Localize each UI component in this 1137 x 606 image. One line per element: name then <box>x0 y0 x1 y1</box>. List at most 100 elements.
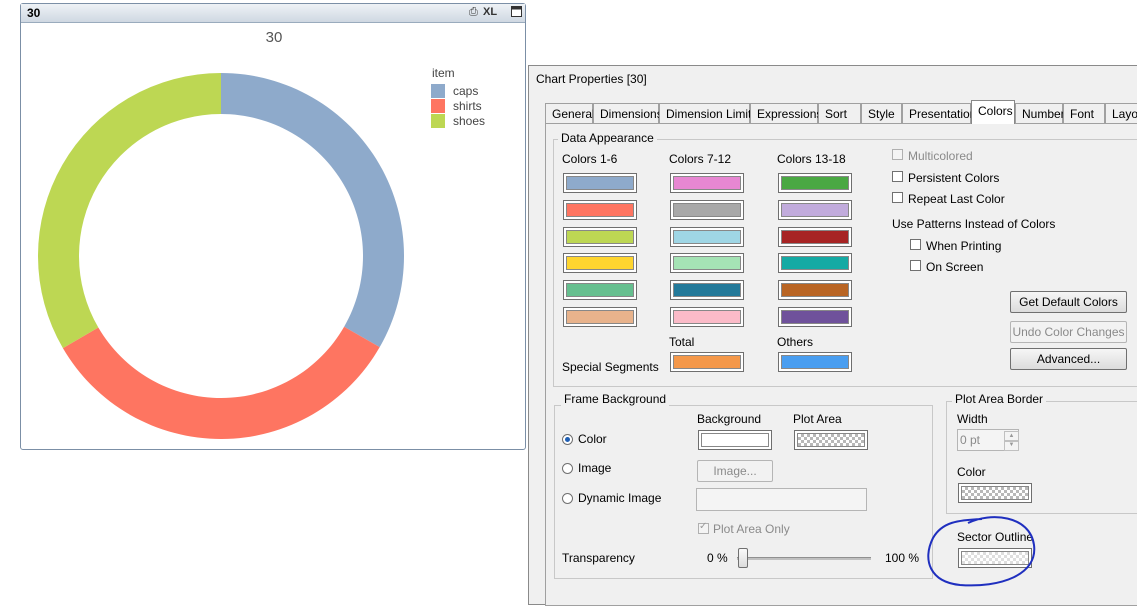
donut-slice-shoes[interactable] <box>38 72 222 349</box>
transparency-label: Transparency <box>562 551 635 565</box>
donut-slice-caps[interactable] <box>221 73 404 348</box>
background-color-swatch[interactable] <box>698 430 772 450</box>
legend-label-shoes[interactable]: shoes <box>453 114 485 128</box>
transparency-slider-thumb[interactable] <box>738 548 748 568</box>
spinner-up-icon[interactable]: ▲ <box>1004 431 1019 442</box>
persistent-colors-checkbox[interactable] <box>892 171 903 182</box>
plot-area-color-swatch[interactable] <box>794 430 868 450</box>
maximize-icon[interactable] <box>511 6 522 20</box>
colors-7-12-swatch[interactable] <box>670 226 744 247</box>
color-radio[interactable] <box>562 434 573 445</box>
colors-7-12-swatch[interactable] <box>670 173 744 193</box>
tab-layout[interactable]: Layout <box>1105 103 1137 123</box>
colors-13-18-swatch[interactable] <box>778 307 852 327</box>
donut-slices <box>38 72 404 439</box>
legend-swatch-shirts <box>431 99 445 113</box>
transparency-slider-track[interactable] <box>737 557 871 560</box>
colors-7-12-label: Colors 7-12 <box>669 152 732 166</box>
image-button[interactable]: Image... <box>697 460 773 482</box>
border-color-label: Color <box>957 465 986 479</box>
data-appearance-label: Data Appearance <box>558 131 657 145</box>
total-label: Total <box>669 335 695 349</box>
chart-window-title: 30 <box>27 6 41 20</box>
color-radio-label: Color <box>578 432 607 446</box>
tab-number[interactable]: Number <box>1015 103 1065 123</box>
width-value: 0 pt <box>960 433 981 447</box>
colors-7-12-swatch[interactable] <box>670 199 744 220</box>
transparency-min-label: 0 % <box>707 551 728 565</box>
plot-area-only-checkbox[interactable] <box>698 521 709 534</box>
tab-colors[interactable]: Colors <box>971 100 1015 124</box>
colors-1-6-swatch[interactable] <box>563 280 637 301</box>
tab-dimension-limits[interactable]: Dimension Limits <box>659 103 757 123</box>
data-appearance-group <box>553 139 1137 387</box>
chart-title: 30 <box>266 29 283 46</box>
background-label: Background <box>697 412 762 426</box>
donut-slice-shirts[interactable] <box>62 326 380 439</box>
get-default-colors-button[interactable]: Get Default Colors <box>1010 291 1127 313</box>
border-color-swatch[interactable] <box>958 483 1032 503</box>
tab-dimensions[interactable]: Dimensions <box>593 103 663 123</box>
image-radio-label: Image <box>578 461 612 475</box>
colors-1-6-swatch[interactable] <box>563 253 637 274</box>
multicolored-checkbox[interactable] <box>892 149 903 160</box>
plot-area-label: Plot Area <box>793 412 842 426</box>
tab-font[interactable]: Font <box>1063 103 1105 123</box>
width-label: Width <box>957 412 988 426</box>
repeat-last-color-checkbox[interactable] <box>892 192 903 203</box>
colors-13-18-swatch[interactable] <box>778 199 852 220</box>
xl-icon[interactable]: XL <box>483 6 498 18</box>
colors-1-6-swatch[interactable] <box>563 307 637 327</box>
colors-1-6-swatch[interactable] <box>563 199 637 220</box>
others-color-swatch[interactable] <box>778 352 852 372</box>
total-color-swatch[interactable] <box>670 352 744 372</box>
colors-7-12-swatch[interactable] <box>670 307 744 327</box>
special-segments-label: Special Segments <box>562 360 659 374</box>
repeat-last-color-label: Repeat Last Color <box>908 192 1005 206</box>
tab-sort[interactable]: Sort <box>818 103 861 123</box>
chart-properties-dialog[interactable]: Chart Properties [30] General Dimensions… <box>528 65 1137 606</box>
colors-1-6-swatch[interactable] <box>563 226 637 247</box>
on-screen-checkbox[interactable] <box>910 260 921 271</box>
plot-area-only-label: Plot Area Only <box>713 522 790 536</box>
colors-13-18-swatch[interactable] <box>778 173 852 193</box>
colors-13-18-swatch[interactable] <box>778 226 852 247</box>
chart-window[interactable]: 30 ⎙ XL 30 item caps shirts shoes <box>20 3 526 450</box>
colors-13-18-label: Colors 13-18 <box>777 152 846 166</box>
transparency-max-label: 100 % <box>885 551 920 565</box>
dynamic-image-field[interactable] <box>696 488 867 511</box>
colors-13-18-swatch[interactable] <box>778 280 852 301</box>
colors-7-12-swatch[interactable] <box>670 280 744 301</box>
tab-style[interactable]: Style <box>861 103 902 123</box>
print-icon[interactable]: ⎙ <box>469 6 478 18</box>
sector-outline-swatch[interactable] <box>958 548 1032 568</box>
frame-background-group <box>554 405 933 579</box>
undo-color-changes-button[interactable]: Undo Color Changes <box>1010 321 1127 343</box>
frame-background-label: Frame Background <box>561 392 670 406</box>
legend-label-shirts[interactable]: shirts <box>453 99 482 113</box>
dialog-title: Chart Properties [30] <box>536 72 647 86</box>
chart-caption-bar[interactable]: 30 ⎙ XL <box>21 4 525 23</box>
colors-1-6-swatch[interactable] <box>563 173 637 193</box>
plot-area-border-label: Plot Area Border <box>952 392 1047 406</box>
tab-presentation[interactable]: Presentation <box>902 103 976 123</box>
persistent-colors-label: Persistent Colors <box>908 171 1000 185</box>
legend-swatch-caps <box>431 84 445 98</box>
image-radio[interactable] <box>562 463 573 474</box>
dynamic-image-radio[interactable] <box>562 493 573 504</box>
colors-7-12-swatch[interactable] <box>670 253 744 274</box>
use-patterns-label: Use Patterns Instead of Colors <box>892 217 1056 231</box>
width-spinner[interactable]: 0 pt ▲ ▼ <box>957 429 1019 451</box>
advanced-button[interactable]: Advanced... <box>1010 348 1127 370</box>
multicolored-label: Multicolored <box>908 149 973 163</box>
tab-expressions[interactable]: Expressions <box>750 103 822 123</box>
others-label: Others <box>777 335 814 349</box>
spinner-down-icon[interactable]: ▼ <box>1004 440 1019 451</box>
colors-13-18-swatch[interactable] <box>778 253 852 274</box>
when-printing-checkbox[interactable] <box>910 239 921 250</box>
dynamic-image-radio-label: Dynamic Image <box>578 491 662 505</box>
tab-general[interactable]: General <box>545 103 595 123</box>
legend-swatch-shoes <box>431 114 445 128</box>
legend-label-caps[interactable]: caps <box>453 84 478 98</box>
